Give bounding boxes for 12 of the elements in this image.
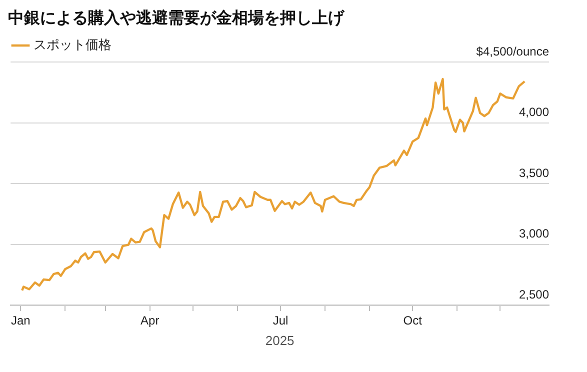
x-axis-title: 2025 [265,332,294,348]
x-tick-label: Jul [272,314,288,328]
chart-title: 中銀による購入や逃避需要が金相場を押し上げ [8,8,346,29]
x-tick-label: Apr [140,314,160,328]
y-tick-label: $4,500/ounce [476,44,550,58]
y-tick-label: 4,000 [518,105,550,120]
y-tick-label: 3,500 [518,166,550,180]
legend-label: スポット価格 [34,37,112,52]
y-tick-label: 3,000 [518,226,550,241]
x-tick-label: Oct [403,314,423,328]
y-tick-label: 2,500 [518,287,550,302]
x-tick-label: Jan [10,314,30,328]
